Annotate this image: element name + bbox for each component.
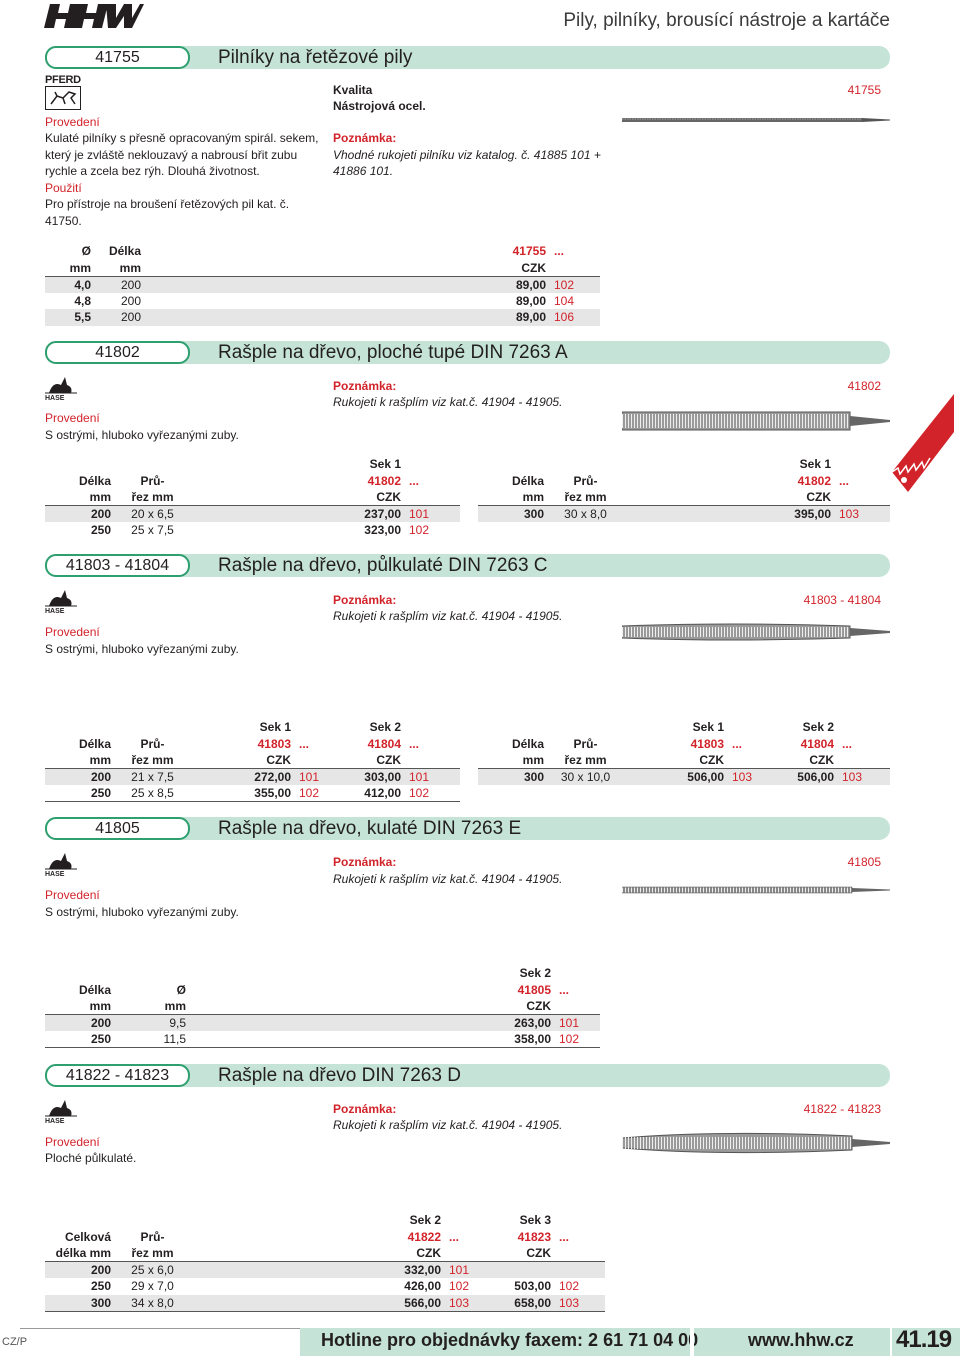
image-code-41755: 41755 [847, 83, 881, 97]
provedeni-heading: Provedení [45, 888, 100, 902]
hase-rabbit-icon [45, 590, 77, 607]
provedeni-heading: Provedení [45, 1135, 100, 1149]
provedeni-text: S ostrými, hluboko vyřezanými zuby. [45, 905, 239, 919]
shaped-rasp-image [622, 1132, 890, 1154]
footer-separator [690, 1328, 694, 1356]
poznamka-text: Rukojeti k rašplím viz kat.č. 41904 - 41… [333, 872, 563, 886]
pouziti-line-1: Pro přístroje na broušení řetězových pil… [45, 197, 290, 211]
poznamka-heading: Poznámka: [333, 855, 397, 869]
saw-blade-icon [891, 394, 954, 492]
section-bar-41822: 41822 - 41823 Rašple na dřevo DIN 7263 D [45, 1064, 890, 1087]
page-number: 41.19 [896, 1326, 952, 1353]
poznamka-line-2: 41886 101. [333, 164, 394, 178]
section-title: Rašple na dřevo, půlkulaté DIN 7263 C [218, 555, 548, 576]
provedeni-line-1: Kulaté pilníky s přesně opracovaným spir… [45, 131, 319, 145]
table-row: 4,0 200 89,00 102 [45, 276, 600, 293]
poznamka-text: Rukojeti k rašplím viz kat.č. 41904 - 41… [333, 1118, 563, 1132]
section-bar-41802: 41802 Rašple na dřevo, ploché tupé DIN 7… [45, 341, 890, 364]
section-code: 41755 [45, 46, 190, 69]
section-code: 41822 - 41823 [45, 1064, 190, 1087]
table-41805: Sek 2 Délka Ø 41805... mm mm CZK 200 9,5 263,0… [45, 965, 600, 1048]
pouziti-line-2: 41750. [45, 214, 82, 228]
table-row: 250 25 x 8,5 355,00 102 412,00 102 [45, 785, 460, 802]
round-file-image [622, 118, 890, 122]
footer-bar [300, 1328, 960, 1356]
halfround-rasp-image [622, 623, 890, 641]
table-41803-b: Sek 1 Sek 2 Délka Prů- 41803... 41804... mm ř… [478, 719, 890, 785]
hase-rabbit-icon [45, 1100, 77, 1117]
footer-separator [890, 1328, 892, 1356]
table-row: 250 29 x 7,0 426,00 102 503,00 102 [90, 1279, 580, 1294]
kvalita-heading: Kvalita [333, 83, 373, 97]
table-row: 200 25 x 6,0 332,00 101 [45, 1261, 605, 1278]
pferd-horse-icon [45, 86, 81, 110]
section-title: Pilníky na řetězové pily [218, 47, 413, 68]
section-title: Rašple na dřevo DIN 7263 D [218, 1065, 461, 1086]
footer-hotline: Hotline pro objednávky faxem: 2 61 71 04… [321, 1330, 699, 1350]
hase-rabbit-icon [45, 853, 77, 870]
section-code: 41805 [45, 817, 190, 840]
hase-rabbit-icon [45, 377, 77, 394]
hase-logo: HASE [45, 851, 77, 879]
table-row: 250 25 x 7,5 323,00 102 [90, 523, 430, 538]
hase-logo: HASE [45, 375, 77, 403]
provedeni-heading: Provedení [45, 115, 100, 129]
table-row: 300 34 x 8,0 566,00 103 658,00 103 [45, 1294, 605, 1312]
page-category-title: Pily, pilníky, brousící nástroje a kartá… [563, 10, 890, 31]
table-41802-a: Sek 1 Délka Prů- 41802... mm řez mm CZK 200 2… [45, 456, 460, 539]
section-bar-41755: 41755 Pilníky na řetězové pily [45, 46, 890, 69]
flat-rasp-image [622, 411, 890, 431]
round-rasp-image [622, 886, 890, 894]
poznamka-heading: Poznámka: [333, 131, 397, 145]
table-row: 300 30 x 10,0 506,00 103 506,00 103 [478, 768, 890, 785]
hase-logo: HASE [45, 588, 77, 616]
footer-website[interactable]: www.hhw.cz [748, 1330, 854, 1350]
poznamka-text: Rukojeti k rašplím viz kat.č. 41904 - 41… [333, 609, 563, 623]
provedeni-text: S ostrými, hluboko vyřezanými zuby. [45, 428, 239, 442]
section-title: Rašple na dřevo, kulaté DIN 7263 E [218, 818, 522, 839]
hase-logo: HASE [45, 1098, 77, 1126]
kvalita-value: Nástrojová ocel. [333, 99, 426, 113]
image-code-41802: 41802 [847, 379, 881, 393]
table-41822: Sek 2 Sek 3 Celková Prů- 41822... 41823... d… [45, 1212, 605, 1312]
provedeni-line-3: rychle a zcela bez rýh. Dlouhá životnost… [45, 164, 260, 178]
table-row: 200 21 x 7,5 272,00 101 303,00 101 [45, 768, 460, 785]
section-bar-41805: 41805 Rašple na dřevo, kulaté DIN 7263 E [45, 817, 890, 840]
table-row: 200 9,5 263,00 101 [45, 1014, 600, 1031]
image-code-41803: 41803 - 41804 [803, 593, 881, 607]
table-row: 200 20 x 6,5 237,00 101 [45, 505, 460, 522]
poznamka-heading: Poznámka: [333, 593, 397, 607]
table-41755: Ø Délka 41755... mm mm CZK 4,0 200 89,00 102 4,… [45, 243, 600, 326]
provedeni-line-2: který je zvláště neklouzavý a nabrousí b… [45, 148, 298, 162]
provedeni-text: Ploché půlkulaté. [45, 1151, 137, 1165]
poznamka-line-1: Vhodné rukojeti pilníku viz katalog. č. … [333, 148, 601, 162]
section-title: Rašple na dřevo, ploché tupé DIN 7263 A [218, 342, 568, 363]
poznamka-heading: Poznámka: [333, 379, 397, 393]
provedeni-text: S ostrými, hluboko vyřezanými zuby. [45, 642, 239, 656]
table-41803-a: Sek 1 Sek 2 Délka Prů- 41803... 41804... mm ř… [45, 719, 460, 802]
hhw-logo [44, 4, 144, 28]
poznamka-heading: Poznámka: [333, 1102, 397, 1116]
pferd-brand: PFERD [45, 74, 81, 86]
image-code-41805: 41805 [847, 855, 881, 869]
image-code-41822: 41822 - 41823 [803, 1102, 881, 1116]
table-row: 300 30 x 8,0 395,00 103 [478, 505, 890, 522]
provedeni-heading: Provedení [45, 625, 100, 639]
table-row: 4,8 200 89,00 104 [74, 293, 575, 308]
pouziti-heading: Použití [45, 181, 82, 195]
poznamka-text: Rukojeti k rašplím viz kat.č. 41904 - 41… [333, 395, 563, 409]
table-41802-b: Sek 1 Délka Prů- 41802... mm řez mm CZK 300 3… [478, 456, 890, 539]
table-row: 250 11,5 358,00 102 [45, 1031, 600, 1048]
section-code: 41803 - 41804 [45, 554, 190, 577]
section-code: 41802 [45, 341, 190, 364]
provedeni-heading: Provedení [45, 411, 100, 425]
section-bar-41803: 41803 - 41804 Rašple na dřevo, půlkulaté… [45, 554, 890, 577]
footer-lang: CZ/P [2, 1336, 28, 1348]
table-row: 5,5 200 89,00 106 [45, 309, 600, 326]
